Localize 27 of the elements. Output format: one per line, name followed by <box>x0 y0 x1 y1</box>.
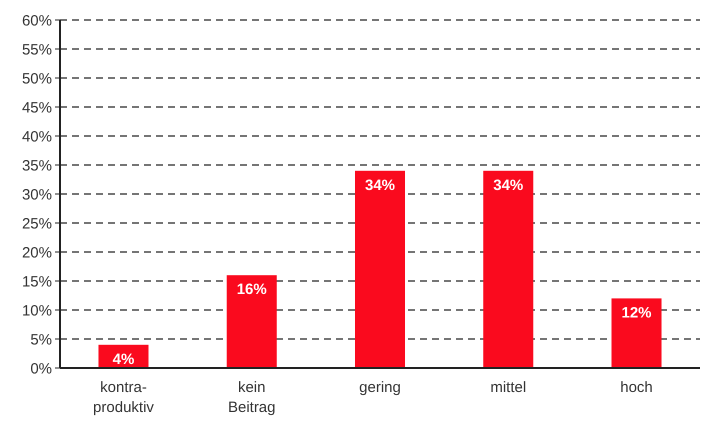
y-tick-label: 10% <box>22 302 52 320</box>
bar <box>354 170 406 368</box>
y-tick-label: 15% <box>22 273 52 290</box>
bar <box>226 275 277 368</box>
y-tick-label: 55% <box>22 41 52 58</box>
y-tick-label: 0% <box>30 360 52 378</box>
y-tick-label: 50% <box>22 70 52 88</box>
bar <box>483 170 534 368</box>
x-tick-label: kein Beitrag <box>228 379 276 416</box>
x-tick-label: mittel <box>490 379 526 396</box>
data-label: 12% <box>621 304 652 322</box>
y-tick-label: 40% <box>22 128 52 146</box>
y-tick-label: 5% <box>30 331 52 348</box>
y-tick-label: 35% <box>22 157 52 174</box>
x-tick-label: hoch <box>620 379 653 396</box>
bar <box>612 298 662 368</box>
y-tick-label: 60% <box>22 12 52 30</box>
y-tick-label: 20% <box>22 244 52 262</box>
x-tick-label: gering <box>359 379 401 396</box>
y-tick-label: 25% <box>22 215 52 232</box>
x-tick-label: kontra- produktiv <box>93 379 154 416</box>
data-label: 34% <box>493 176 524 194</box>
data-label: 34% <box>364 176 396 194</box>
y-tick-label: 45% <box>22 99 52 116</box>
data-label: 16% <box>236 281 267 298</box>
data-label: 4% <box>112 350 134 368</box>
y-tick-label: 30% <box>22 186 52 204</box>
